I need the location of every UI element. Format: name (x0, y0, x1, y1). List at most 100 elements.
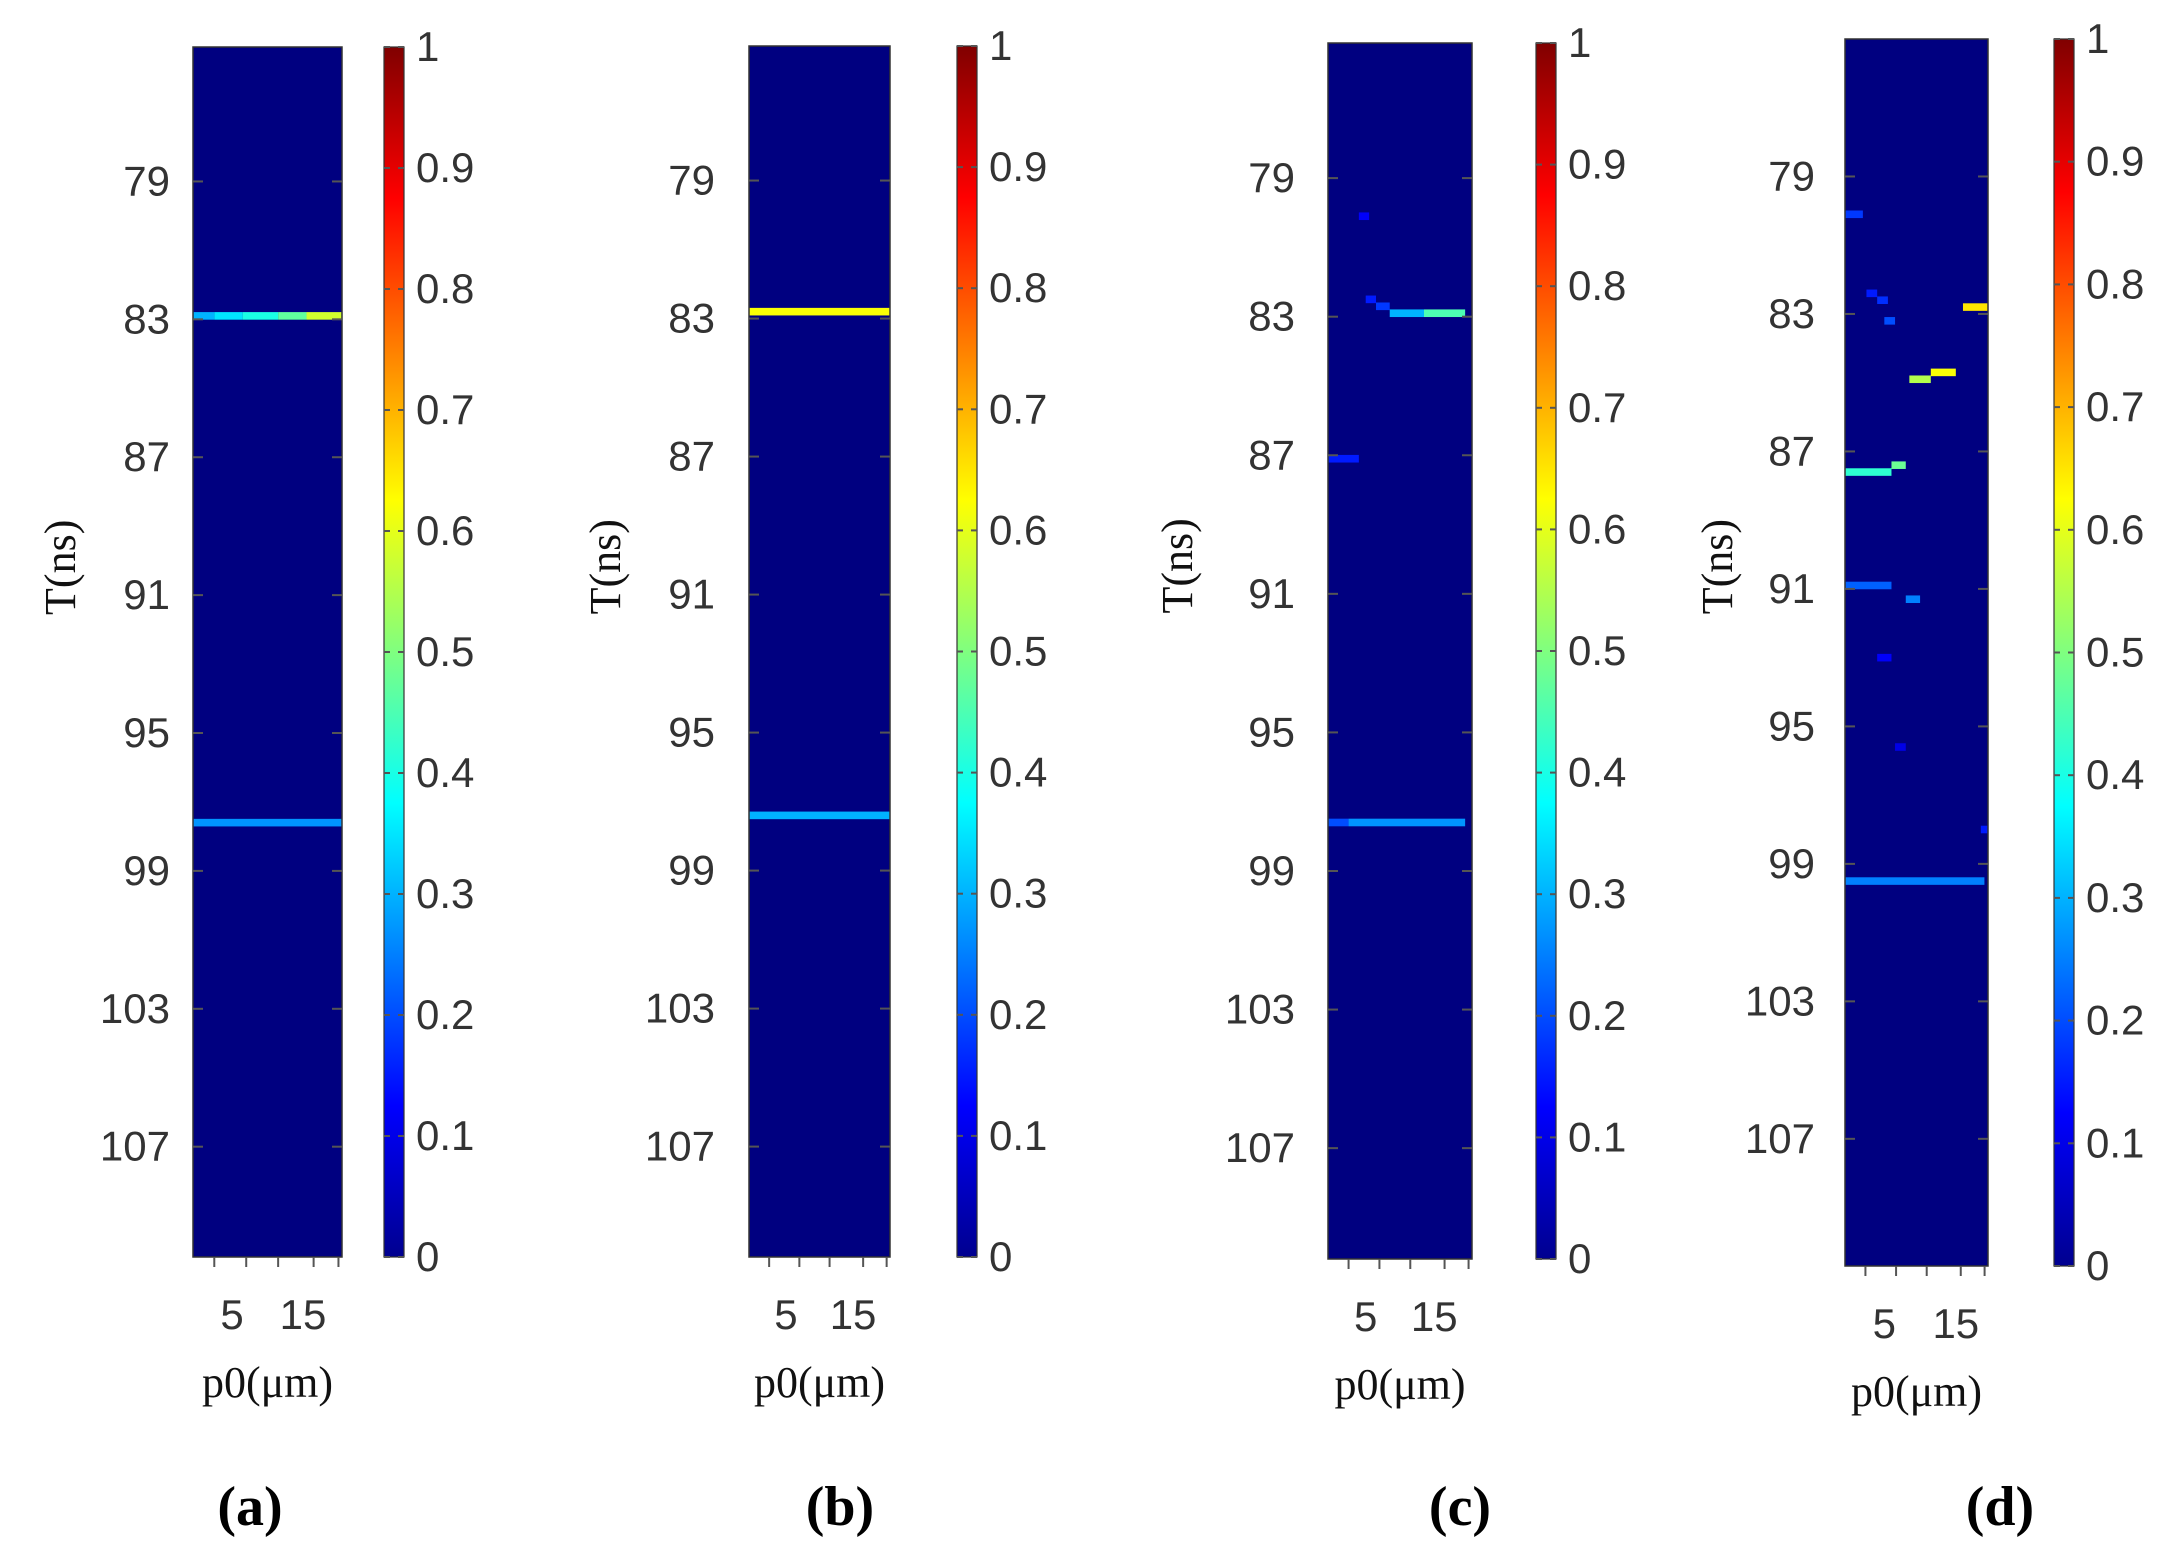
y-tick-label: 103 (645, 985, 715, 1032)
heatmap-cell (1884, 317, 1896, 325)
y-tick-label: 95 (1248, 708, 1295, 755)
colorbar-tick-label: 0.6 (1568, 505, 1626, 552)
colorbar-tick-label: 0.1 (2086, 1119, 2144, 1166)
colorbar-tick-label: 0.1 (416, 1112, 474, 1159)
y-tick-label: 83 (1768, 290, 1815, 337)
colorbar-tick-label: 0.5 (1568, 627, 1626, 674)
heatmap-cell (1845, 877, 1985, 885)
heatmap-cell (1365, 295, 1376, 304)
heatmap-background (1328, 43, 1472, 1259)
y-axis-label: T(ns) (581, 519, 630, 614)
y-tick-label: 107 (1225, 1124, 1295, 1171)
heatmap-cell (1358, 212, 1370, 221)
colorbar-tick-label: 1 (1568, 19, 1591, 66)
x-tick-label: 5 (774, 1291, 797, 1338)
colorbar-tick-label: 0.5 (2086, 629, 2144, 676)
heatmap-cell (278, 312, 307, 320)
heatmap-background (749, 46, 890, 1257)
colorbar-tick-label: 0.9 (989, 143, 1047, 190)
y-tick-label: 79 (1768, 152, 1815, 199)
y-tick-label: 99 (123, 847, 170, 894)
y-tick-label: 107 (100, 1123, 170, 1170)
colorbar-tick-label: 0.2 (2086, 997, 2144, 1044)
colorbar-tick-label: 0.4 (416, 749, 474, 796)
colorbar-tick-label: 0.5 (989, 628, 1047, 675)
y-tick-label: 87 (668, 433, 715, 480)
y-axis-label: T(ns) (1693, 519, 1742, 614)
y-tick-label: 95 (668, 709, 715, 756)
y-tick-label: 99 (668, 847, 715, 894)
heatmap-frame (1327, 42, 1473, 1260)
y-tick-label: 99 (1248, 847, 1295, 894)
colorbar-tick-label: 0.7 (416, 386, 474, 433)
colorbar-tick-label: 0.3 (989, 870, 1047, 917)
x-tick-label: 5 (1873, 1300, 1896, 1347)
heatmap-cell (1909, 375, 1931, 384)
y-tick-label: 87 (123, 433, 170, 480)
colorbar-tick-label: 1 (416, 23, 439, 70)
y-tick-label: 91 (123, 571, 170, 618)
y-tick-label: 103 (100, 985, 170, 1032)
colorbar-tick-label: 0.2 (1568, 992, 1626, 1039)
colorbar-tick-label: 0.3 (1568, 870, 1626, 917)
colorbar-tick-label: 0.8 (416, 265, 474, 312)
heatmap-cell (1424, 309, 1466, 318)
heatmap-cell (1845, 581, 1892, 590)
y-tick-label: 91 (668, 571, 715, 618)
heatmap-cell (1905, 595, 1921, 604)
heatmap-cell (1328, 454, 1359, 463)
heatmap-cell (1348, 818, 1466, 827)
colorbar-tick-label: 0.7 (2086, 383, 2144, 430)
y-axis-label: T(ns) (36, 520, 85, 615)
colorbar-tick-label: 1 (989, 22, 1012, 69)
y-tick-label: 83 (123, 295, 170, 342)
y-tick-label: 87 (1248, 431, 1295, 478)
heatmap-cell (193, 818, 342, 827)
x-axis-label: p0(μm) (1851, 1367, 1982, 1416)
x-tick-label: 5 (220, 1291, 243, 1338)
colorbar-tick-label: 0.8 (989, 264, 1047, 311)
y-tick-label: 79 (1248, 154, 1295, 201)
panel-c: (c) 79 83 87 91 95 99 103 107 5 15 p0(μm) T(ns) 0 0.1… (1153, 19, 1626, 1538)
heatmap-cell (749, 811, 890, 820)
colorbar-tick-label: 0.6 (416, 507, 474, 554)
y-tick-label: 79 (668, 157, 715, 204)
colorbar-tick-label: 0.3 (2086, 874, 2144, 921)
y-tick-label: 83 (1248, 293, 1295, 340)
colorbar-tick-label: 0.7 (1568, 384, 1626, 431)
y-tick-label: 95 (123, 709, 170, 756)
heatmap-background (1845, 39, 1988, 1266)
heatmap-cell (1845, 468, 1892, 476)
heatmap-cell (242, 312, 279, 320)
colorbar-tick-label: 0 (989, 1233, 1012, 1280)
colorbar-tick-label: 0.6 (989, 506, 1047, 553)
heatmap-cell (1376, 302, 1390, 311)
y-tick-label: 79 (123, 157, 170, 204)
colorbar-tick-label: 0.9 (2086, 138, 2144, 185)
heatmap-cell (214, 312, 243, 320)
colorbar-tick-label: 0.4 (989, 749, 1047, 796)
heatmap-cell (1930, 368, 1956, 377)
y-tick-label: 95 (1768, 702, 1815, 749)
heatmap-background (193, 47, 342, 1257)
colorbar-tick-label: 0.8 (2086, 260, 2144, 307)
y-tick-label: 91 (1248, 570, 1295, 617)
y-tick-label: 107 (645, 1123, 715, 1170)
colorbar-tick-label: 0.6 (2086, 506, 2144, 553)
x-tick-label: 15 (1932, 1300, 1979, 1347)
heatmap-cell (1962, 303, 1988, 311)
x-axis-label: p0(μm) (754, 1358, 885, 1407)
y-tick-label: 87 (1768, 427, 1815, 474)
heatmap-cell (1877, 653, 1892, 662)
heatmap-cell (1891, 461, 1906, 469)
heatmap-cell (749, 307, 890, 316)
panel-b: (b) 79 83 87 91 95 99 103 107 5 15 p0(μm) T(ns) 0 0.1… (581, 22, 1047, 1538)
colorbar-tick-label: 0.8 (1568, 262, 1626, 309)
panel-label-b: (b) (806, 1476, 874, 1538)
colorbar-tick-label: 0.4 (1568, 749, 1626, 796)
colorbar-tick-label: 0 (416, 1233, 439, 1280)
heatmap-cell (1389, 309, 1424, 318)
panel-a: (a) 79 83 87 91 95 99 103 107 5 15 p0(μm) T(ns) 0 0.1… (36, 23, 474, 1538)
heatmap-cell (193, 312, 215, 320)
